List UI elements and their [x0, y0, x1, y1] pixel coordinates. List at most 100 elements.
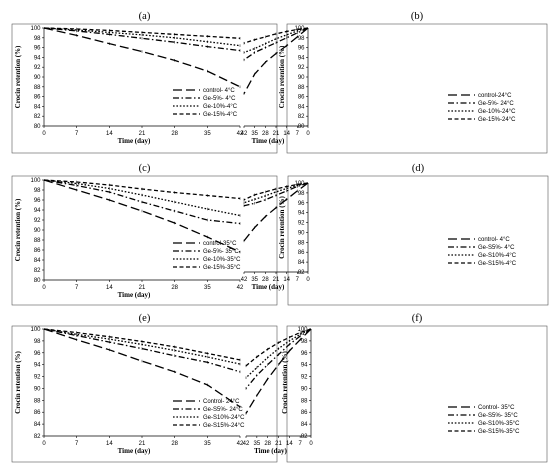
x-tick-label: 28 [264, 441, 271, 447]
y-tick-label: 86 [298, 95, 305, 101]
x-tick-label: 21 [275, 441, 282, 447]
y-tick-label: 94 [34, 55, 41, 61]
y-tick-label: 82 [298, 270, 305, 276]
x-tick-label: 7 [298, 441, 302, 447]
y-tick-label: 84 [34, 258, 41, 264]
y-tick-label: 82 [34, 114, 41, 120]
y-tick-label: 94 [298, 55, 305, 61]
x-tick-label: 21 [273, 277, 280, 283]
x-tick-label: 21 [139, 131, 146, 137]
x-tick-label: 35 [251, 131, 258, 137]
x-tick-label: 7 [75, 285, 79, 291]
y-tick-label: 98 [298, 191, 305, 197]
y-tick-label: 90 [298, 75, 305, 81]
y-tick-label: 98 [34, 188, 41, 194]
y-tick-label: 82 [301, 434, 308, 440]
y-tick-label: 92 [298, 65, 305, 71]
x-tick-label: 21 [139, 441, 146, 447]
legend-label: control- 4°C [478, 237, 510, 243]
x-tick-label: 7 [296, 277, 300, 283]
series-line-1 [43, 27, 241, 88]
panel-label: (f) [412, 313, 423, 324]
y-tick-label: 100 [30, 26, 41, 32]
y-tick-label: 86 [298, 250, 305, 256]
panel-label: (e) [139, 313, 151, 324]
y-tick-label: 88 [34, 398, 41, 404]
x-tick-label: 21 [273, 131, 280, 137]
x-tick-label: 7 [75, 441, 79, 447]
x-tick-label: 28 [262, 131, 269, 137]
y-tick-label: 92 [34, 218, 41, 224]
y-tick-label: 82 [34, 434, 41, 440]
y-tick-label: 84 [301, 422, 308, 428]
y-tick-label: 100 [30, 178, 41, 184]
x-tick-label: 14 [106, 441, 113, 447]
panel-border [286, 23, 548, 154]
y-tick-label: 92 [298, 221, 305, 227]
y-tick-label: 86 [34, 95, 41, 101]
legend-label: Ge-S5%- 4°C [478, 245, 515, 251]
y-tick-label: 90 [34, 386, 41, 392]
x-tick-label: 14 [106, 285, 113, 291]
y-tick-label: 94 [34, 208, 41, 214]
y-tick-label: 80 [34, 278, 41, 284]
x-tick-label: 35 [253, 441, 260, 447]
series-line-2 [43, 328, 241, 373]
legend-label: Ge-S10%-4°C [478, 253, 517, 259]
legend-label: Ge-S15%-35°C [478, 429, 520, 435]
x-tick-label: 42 [237, 285, 244, 291]
x-tick-label: 35 [204, 441, 211, 447]
x-tick-label: 7 [75, 131, 79, 137]
panel-label: (b) [411, 11, 424, 22]
x-tick-label: 14 [286, 441, 293, 447]
legend-label: Ge-S5%- 24°C [203, 407, 243, 413]
y-axis-title: Crocin retention (%) [14, 198, 22, 261]
y-tick-label: 96 [298, 201, 305, 207]
legend-label: Ge-5%- 4°C [203, 96, 236, 102]
x-tick-label: 42 [241, 277, 248, 283]
x-tick-label: 21 [139, 285, 146, 291]
y-tick-label: 92 [34, 65, 41, 71]
y-tick-label: 100 [30, 327, 41, 333]
y-tick-label: 98 [34, 339, 41, 345]
x-tick-label: 28 [262, 277, 269, 283]
x-axis-title: Time (day) [118, 447, 151, 455]
y-tick-label: 84 [34, 422, 41, 428]
y-axis-title: Crocin retention (%) [281, 350, 289, 413]
y-tick-label: 90 [34, 228, 41, 234]
y-tick-label: 98 [34, 36, 41, 42]
panel-border [287, 175, 549, 306]
y-tick-label: 92 [34, 375, 41, 381]
x-tick-label: 35 [204, 131, 211, 137]
panel-label: (d) [412, 163, 425, 174]
panel-border [286, 325, 548, 463]
legend-label: Ge-S10%-24°C [203, 415, 245, 421]
x-tick-label: 14 [283, 131, 290, 137]
x-axis-title: Time (day) [118, 137, 151, 145]
y-tick-label: 94 [34, 363, 41, 369]
x-tick-label: 0 [306, 277, 310, 283]
chart-panel-4: (d)828486889092949698100071421283542Time… [241, 163, 549, 306]
y-tick-label: 90 [301, 386, 308, 392]
y-tick-label: 88 [34, 85, 41, 91]
chart-panel-2: (b)80828486889092949698100071421283542Ti… [241, 11, 548, 154]
y-tick-label: 96 [298, 46, 305, 52]
x-axis-title: Time (day) [252, 283, 285, 291]
y-tick-label: 96 [34, 46, 41, 52]
x-tick-label: 14 [106, 131, 113, 137]
x-tick-label: 42 [243, 441, 250, 447]
legend-label: Ge-15%-35°C [203, 265, 241, 271]
legend-label: Control- 24°C [203, 399, 240, 405]
y-tick-label: 80 [34, 124, 41, 130]
y-tick-label: 98 [301, 339, 308, 345]
y-tick-label: 82 [34, 268, 41, 274]
panel-label: (a) [139, 11, 151, 22]
y-tick-label: 88 [298, 240, 305, 246]
x-tick-label: 14 [283, 277, 290, 283]
x-tick-label: 28 [171, 441, 178, 447]
